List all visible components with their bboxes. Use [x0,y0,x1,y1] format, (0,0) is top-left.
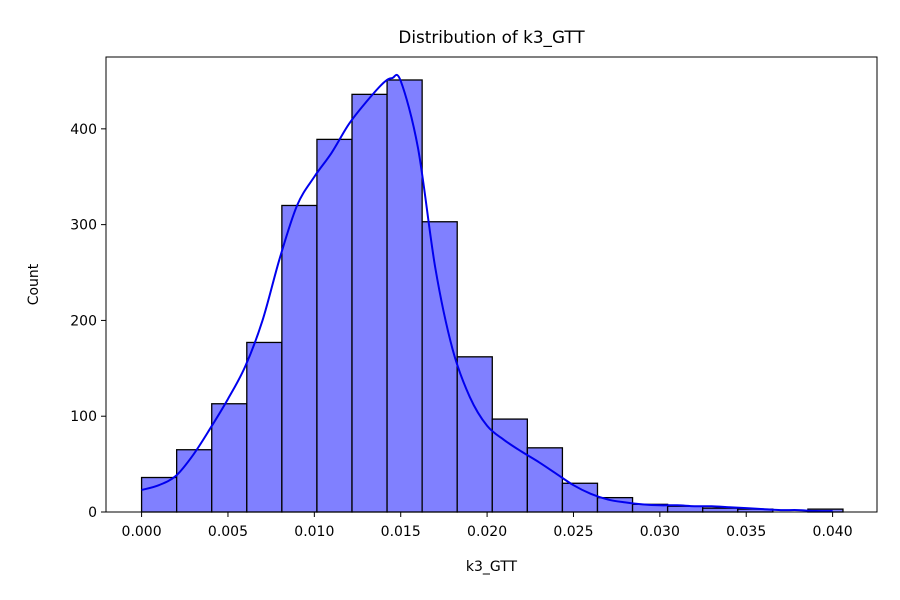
y-axis-ticks: 0 100 200 300 400 [70,122,106,521]
x-tick-label: 0.010 [294,524,334,540]
histogram-bar [702,507,739,513]
y-tick-label: 100 [70,409,97,425]
histogram-bar [561,482,599,513]
histogram-bar [176,449,213,513]
histogram-bar [421,221,458,513]
kde-group [141,73,833,513]
y-axis-label: Count [26,263,42,305]
x-tick-label: 0.035 [726,524,766,540]
histogram-bar [281,204,318,513]
histogram-bar [211,403,248,513]
y-tick-label: 400 [70,122,97,138]
histogram-bar [140,476,178,513]
bars-group [140,79,844,513]
x-tick-label: 0.030 [640,524,680,540]
axes-frame [105,56,878,513]
kde-line [141,73,833,513]
chart-title: Distribution of k3_GTT [398,27,585,48]
histogram-bar [596,496,634,513]
x-tick-label: 0.005 [208,524,248,540]
x-tick-label: 0.000 [122,524,162,540]
histogram-bar [351,93,388,513]
x-axis-label: k3_GTT [466,559,518,575]
x-tick-label: 0.025 [553,524,593,540]
histogram-bar [491,418,528,513]
histogram-bar [246,341,283,513]
histogram-bar [316,138,353,513]
x-tick-label: 0.020 [467,524,507,540]
x-tick-label: 0.015 [381,524,421,540]
y-tick-label: 0 [88,505,97,521]
histogram-bar [386,79,423,513]
y-tick-label: 200 [70,313,97,329]
x-axis-ticks: 0.000 0.005 0.010 0.015 0.020 0.025 0.030 0.035… [122,512,853,540]
y-tick-label: 300 [70,218,97,234]
x-tick-label: 0.040 [813,524,853,540]
